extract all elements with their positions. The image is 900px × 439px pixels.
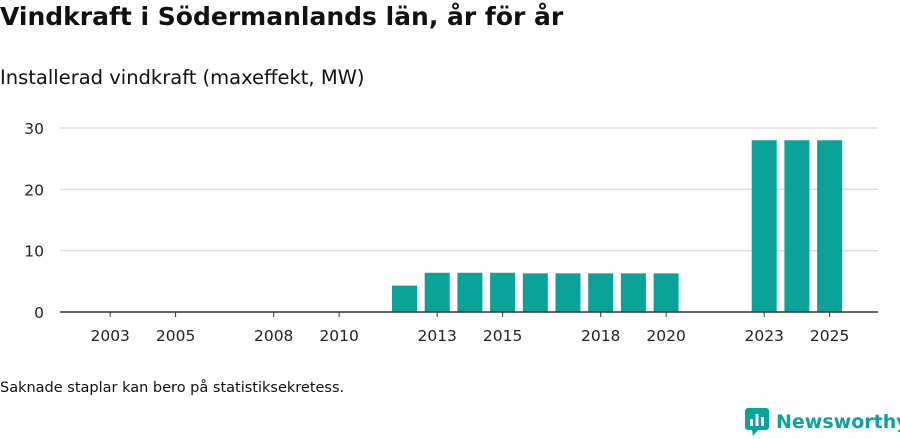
grid-lines xyxy=(60,127,878,252)
y-tick-label-30: 30 xyxy=(24,120,44,138)
y-tick-label-0: 0 xyxy=(34,304,44,322)
newsworthy-logo[interactable]: Newsworthy xyxy=(744,407,900,437)
bar-2024[interactable] xyxy=(784,140,810,312)
bar-2019[interactable] xyxy=(620,273,646,312)
y-tick-label-20: 20 xyxy=(24,181,44,199)
bars xyxy=(392,140,843,312)
newsworthy-logo-icon xyxy=(745,408,769,436)
bar-2020[interactable] xyxy=(653,273,679,312)
x-tick-label-2018: 2018 xyxy=(581,327,620,345)
bar-2013[interactable] xyxy=(424,272,450,312)
x-tick-label-2020: 2020 xyxy=(646,327,685,345)
bar-2014[interactable] xyxy=(457,272,483,312)
x-tick-label-2003: 2003 xyxy=(90,327,129,345)
bar-chart: 0 10 20 30 2003 2005 2008 2010 2013 2015 2018 2020 2… xyxy=(24,120,878,345)
x-tick-label-2005: 2005 xyxy=(156,327,195,345)
x-tick-label-2023: 2023 xyxy=(744,327,783,345)
axes: 0 10 20 30 2003 2005 2008 2010 2013 2015 2018 2020 2… xyxy=(24,120,878,345)
chart-title: Vindkraft i Södermanlands län, år för år xyxy=(0,2,564,31)
bar-2018[interactable] xyxy=(588,273,614,312)
bar-2023[interactable] xyxy=(751,140,777,312)
footnote: Saknade staplar kan bero på statistiksek… xyxy=(0,380,345,396)
x-tick-label-2008: 2008 xyxy=(254,327,293,345)
chart-subtitle: Installerad vindkraft (maxeffekt, MW) xyxy=(0,66,365,89)
newsworthy-logo-text: Newsworthy xyxy=(776,411,900,433)
x-tick-label-2010: 2010 xyxy=(319,327,358,345)
y-tick-label-10: 10 xyxy=(24,243,44,261)
x-tick-label-2025: 2025 xyxy=(810,327,849,345)
bar-2025[interactable] xyxy=(817,140,843,312)
x-tick-label-2013: 2013 xyxy=(417,327,456,345)
x-tick-label-2015: 2015 xyxy=(483,327,522,345)
bar-2015[interactable] xyxy=(490,272,516,312)
bar-2017[interactable] xyxy=(555,273,581,312)
bar-2016[interactable] xyxy=(522,273,548,312)
bar-2012[interactable] xyxy=(392,285,417,312)
